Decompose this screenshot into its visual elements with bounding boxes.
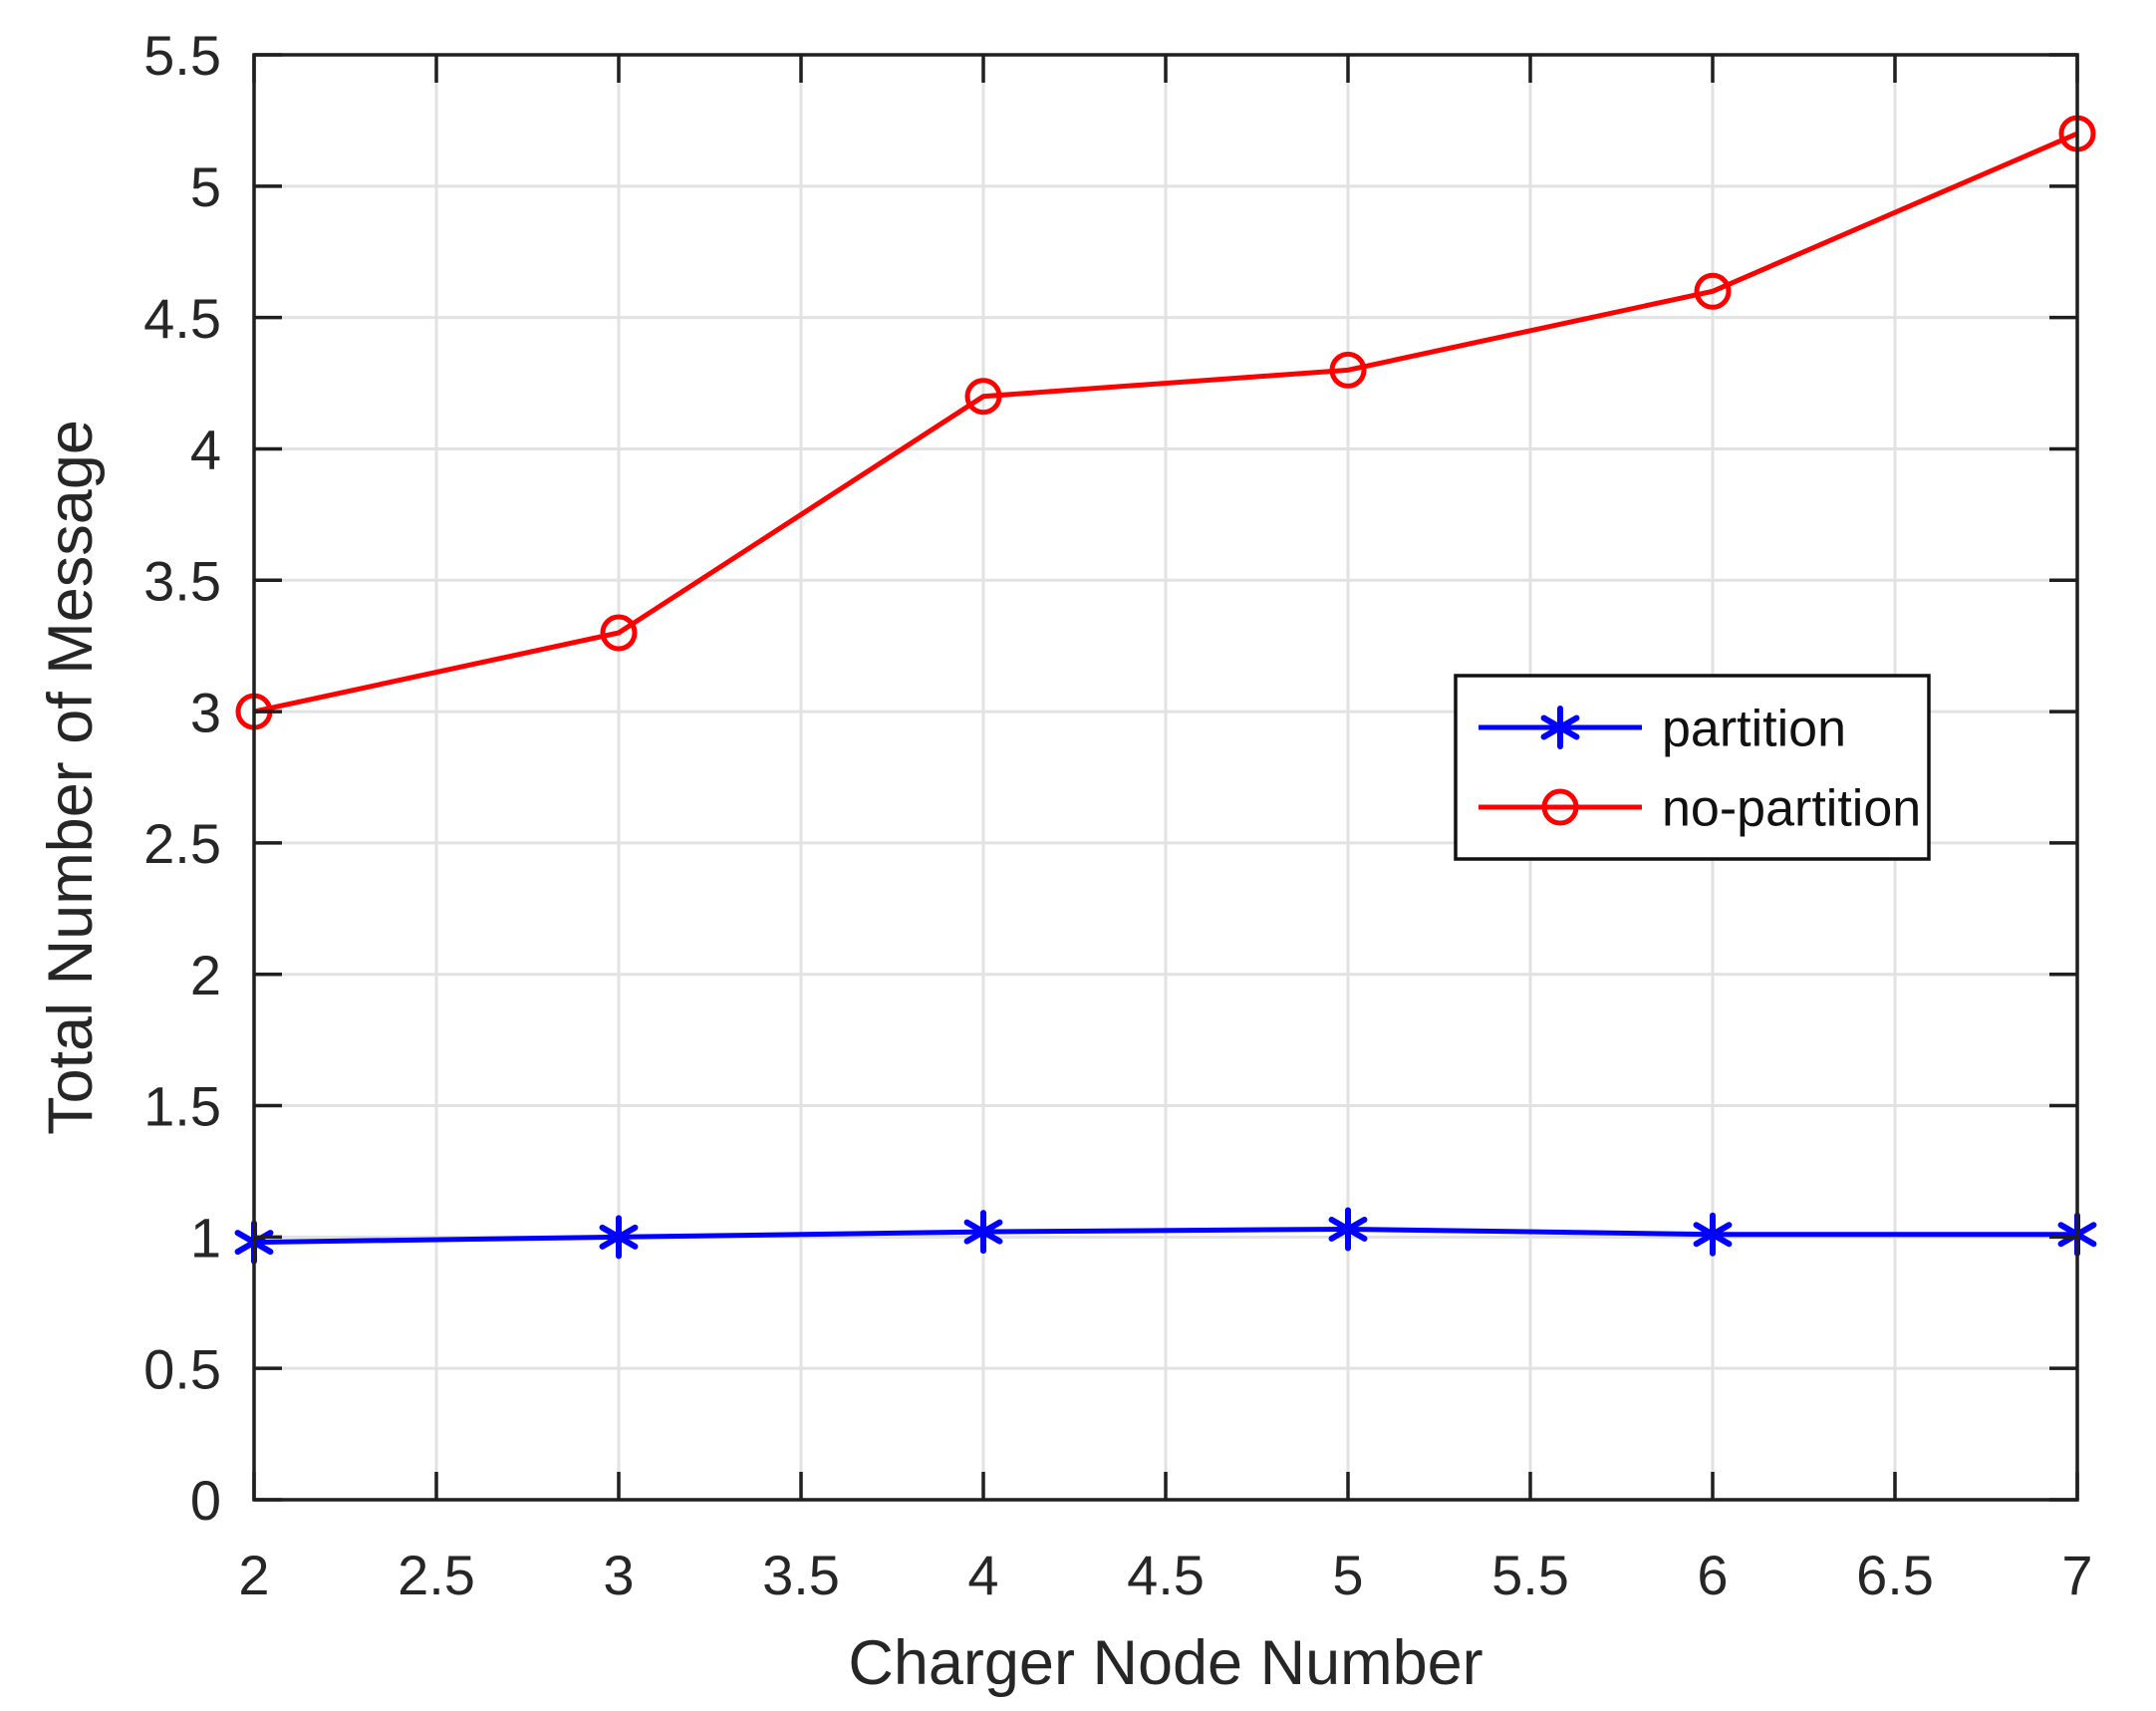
- tick-labels: 2 2.5 3 3.5 4 4.5 5 5.5 6 6.5 7 0 0.5 1 1.5 2 2.5 3 3.5 4 4.…: [143, 24, 2092, 1606]
- legend-box: [1454, 674, 1931, 861]
- legend-entry-label: no-partition: [1662, 780, 1921, 838]
- asterisk-marker: [963, 1210, 1003, 1255]
- y-tick-label: 0.5: [143, 1337, 221, 1400]
- x-tick-label: 6: [1697, 1544, 1728, 1606]
- y-tick-label: 0: [190, 1469, 221, 1532]
- series-line-partition: [253, 1226, 2077, 1246]
- asterisk-arm: [599, 1224, 639, 1250]
- asterisk-marker: [1540, 706, 1580, 749]
- y-tick-label: 2.5: [143, 812, 221, 875]
- x-tick-label: 5.5: [1491, 1544, 1569, 1606]
- circle-marker: [964, 378, 1002, 416]
- y-tick-label: 4: [190, 419, 221, 481]
- y-tick-label: 3: [190, 681, 221, 743]
- asterisk-arm: [1328, 1216, 1368, 1242]
- axes: [252, 53, 2079, 1502]
- x-axis-label: Charger Node Number: [848, 1628, 1482, 1698]
- asterisk-arm: [1540, 714, 1580, 740]
- y-tick-label: 1.5: [143, 1075, 221, 1138]
- y-tick-label: 1: [190, 1207, 221, 1270]
- asterisk-marker: [1693, 1212, 1733, 1257]
- legend: partition no-partition: [1454, 674, 1931, 861]
- x-tick-label: 5: [1332, 1544, 1363, 1606]
- x-tick-label: 4: [967, 1544, 998, 1606]
- y-tick-label: 3.5: [143, 549, 221, 612]
- y-tick-label: 4.5: [143, 287, 221, 350]
- legend-entry-label: partition: [1662, 701, 1846, 758]
- asterisk-marker: [599, 1215, 639, 1260]
- grid: [254, 55, 2077, 1500]
- circle-marker: [1694, 272, 1732, 310]
- legend-entry-partition: partition: [1479, 701, 1846, 758]
- circle-marker: [1329, 351, 1367, 389]
- asterisk-marker: [1328, 1207, 1368, 1252]
- asterisk-arm: [1693, 1222, 1733, 1248]
- y-tick-label: 5: [190, 155, 221, 218]
- x-tick-label: 2: [238, 1544, 269, 1606]
- x-tick-label: 7: [2061, 1544, 2092, 1606]
- circle-marker: [1541, 788, 1579, 826]
- x-tick-label: 3: [603, 1544, 634, 1606]
- y-axis-label: Total Number of Message: [36, 420, 106, 1135]
- circle-marker: [600, 614, 638, 652]
- x-tick-label: 6.5: [1856, 1544, 1934, 1606]
- y-tick-label: 2: [190, 944, 221, 1006]
- legend-entry-no-partition: no-partition: [1479, 780, 1921, 838]
- x-tick-label: 4.5: [1127, 1544, 1205, 1606]
- y-tick-label: 5.5: [143, 24, 221, 87]
- asterisk-arm: [963, 1219, 1003, 1245]
- x-tick-label: 3.5: [762, 1544, 840, 1606]
- series-line-no-partition: [253, 131, 2078, 714]
- x-tick-label: 2.5: [398, 1544, 475, 1606]
